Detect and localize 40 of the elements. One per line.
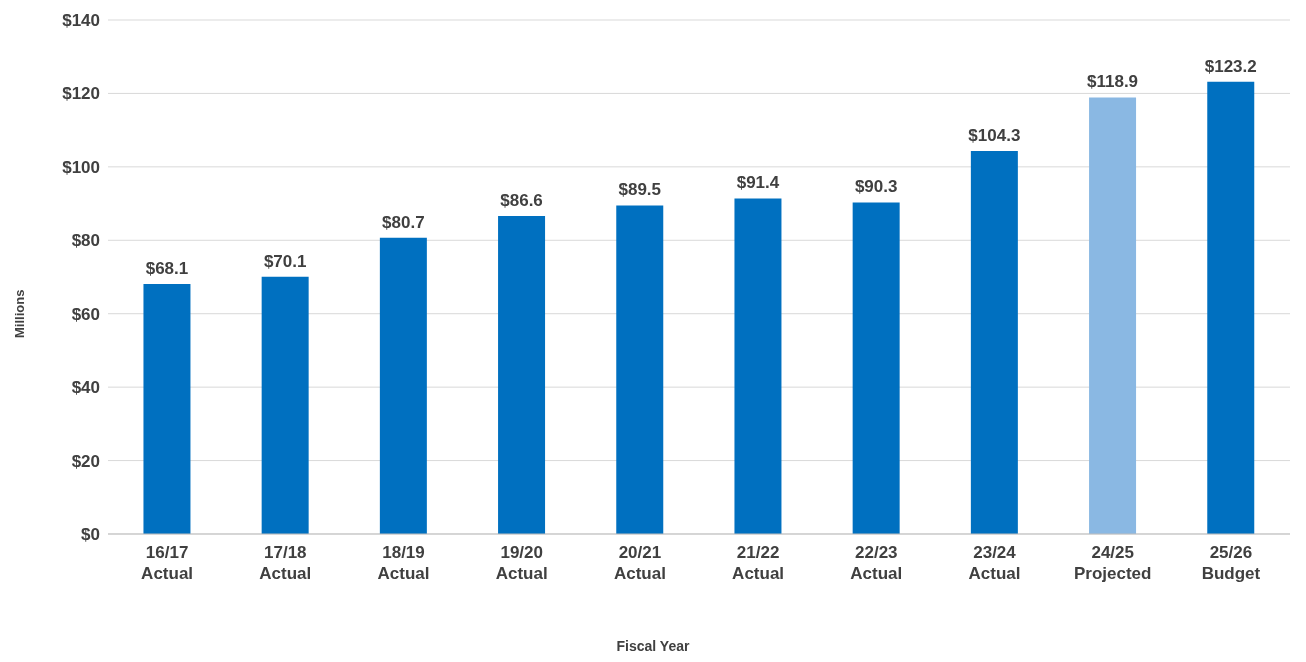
x-tick-label: 22/23 Actual [850,543,903,583]
y-tick-label: $60 [71,304,100,324]
data-label: $118.9 [1087,72,1139,92]
x-tick-label: 21/22 Actual [732,543,785,583]
bar [143,283,191,534]
data-label: $89.5 [618,180,662,200]
bar [379,237,427,534]
data-label: $90.3 [854,177,898,197]
bar [1207,81,1255,534]
bar [1089,97,1137,534]
bar [261,276,309,534]
y-tick-label: $40 [71,378,100,398]
data-label: $86.6 [500,191,543,211]
x-tick-label: 20/21 Actual [613,543,666,583]
x-tick-label: 16/17 Actual [141,543,194,583]
y-tick-label: $20 [71,451,100,471]
y-tick-label: $0 [81,525,100,545]
x-tick-label: 23/24 Actual [968,543,1021,583]
bar [734,198,782,534]
bar [970,151,1018,534]
y-tick-label: $120 [62,84,100,104]
y-tick-label: $80 [71,231,100,251]
data-label: $80.7 [382,212,425,232]
x-tick-label: 18/19 Actual [377,543,430,583]
y-axis-title: Millions [12,289,27,338]
bar [498,216,546,534]
bar [616,205,664,534]
data-label: $123.2 [1204,56,1257,76]
y-tick-label: $100 [62,157,100,177]
x-tick-label: 25/26 Budget [1201,543,1261,583]
x-tick-label: 17/18 Actual [259,543,312,583]
data-label: $70.1 [263,251,307,271]
x-tick-label: 24/25 Projected [1073,543,1152,583]
y-tick-label: $140 [62,11,100,31]
data-label: $104.3 [968,126,1021,146]
x-axis-title: Fiscal Year [615,638,691,654]
x-tick-label: 19/20 Actual [495,543,548,583]
data-label: $68.1 [145,258,189,278]
bar [852,202,900,534]
data-label: $91.4 [736,173,780,193]
